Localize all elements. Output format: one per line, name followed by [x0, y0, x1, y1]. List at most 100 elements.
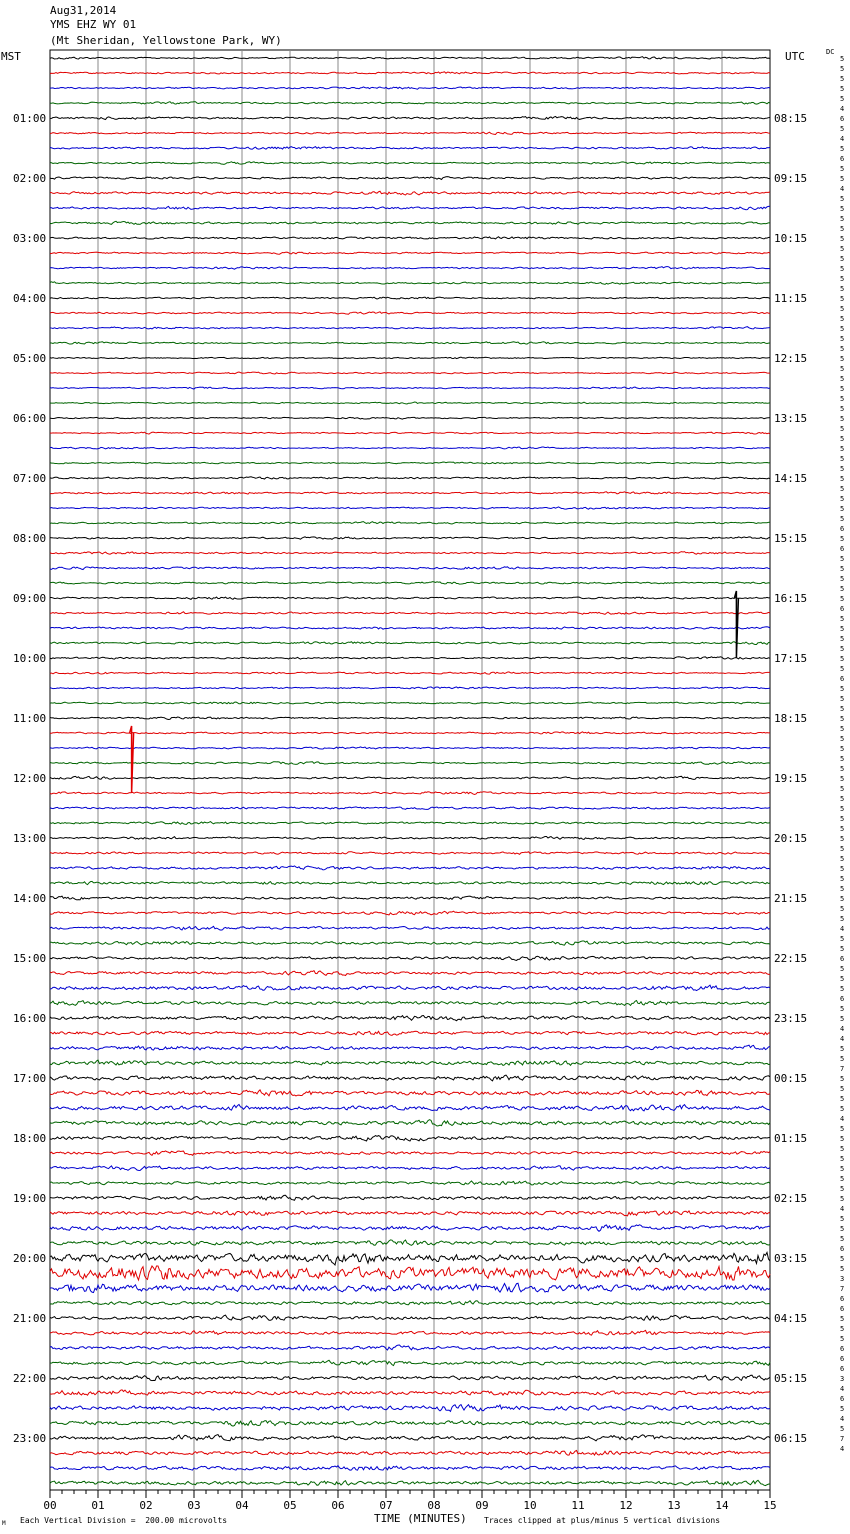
dc-value: 5 [840, 595, 844, 603]
dc-value: 5 [840, 815, 844, 823]
trace-line [49, 1282, 771, 1294]
date-label: Aug31,2014 [50, 4, 117, 17]
trace-line [49, 1119, 771, 1127]
clipping-note: Traces clipped at plus/minus 5 vertical … [484, 1516, 721, 1525]
dc-value: 7 [840, 1435, 844, 1443]
dc-value: 5 [840, 855, 844, 863]
dc-value: 4 [840, 105, 844, 113]
trace-line [49, 910, 771, 916]
utc-hour-label: 12:15 [774, 352, 807, 365]
x-tick-label: 02 [139, 1499, 152, 1512]
dc-value: 6 [840, 525, 844, 533]
trace-line [49, 1074, 771, 1082]
dc-value: 4 [840, 1205, 844, 1213]
trace-line [49, 115, 771, 121]
trace-line [49, 880, 771, 886]
trace-line [49, 686, 771, 690]
dc-value: 5 [840, 335, 844, 343]
trace-line [49, 1165, 771, 1171]
mst-hour-label: 23:00 [13, 1432, 46, 1445]
utc-hour-label: 06:15 [774, 1432, 807, 1445]
dc-value: 5 [840, 385, 844, 393]
trace-line [49, 101, 771, 105]
trace-line [49, 1433, 771, 1442]
dc-value: 5 [840, 665, 844, 673]
trace-line [49, 1403, 771, 1413]
dc-value: 5 [840, 805, 844, 813]
trace-line [49, 1224, 771, 1232]
trace-line [49, 266, 771, 270]
trace-line [49, 1239, 771, 1246]
dc-value: 5 [840, 1015, 844, 1023]
trace-line [49, 476, 771, 480]
dc-value: 5 [840, 215, 844, 223]
utc-hour-label: 08:15 [774, 112, 807, 125]
dc-value: 3 [840, 1275, 844, 1283]
dc-value: 5 [840, 765, 844, 773]
dc-value: 4 [840, 1115, 844, 1123]
x-tick-label: 13 [667, 1499, 680, 1512]
trace-line [49, 131, 771, 135]
trace-line [49, 746, 771, 750]
mst-hour-label: 19:00 [13, 1192, 46, 1205]
dc-value: 4 [840, 1415, 844, 1423]
x-tick-label: 01 [91, 1499, 104, 1512]
trace-line [49, 176, 771, 181]
x-tick-label: 15 [763, 1499, 776, 1512]
x-tick-label: 12 [619, 1499, 632, 1512]
dc-value: 5 [840, 945, 844, 953]
mst-hour-label: 05:00 [13, 352, 46, 365]
trace-line [49, 984, 771, 992]
dc-value: 5 [840, 125, 844, 133]
dc-value: 5 [840, 445, 844, 453]
dc-value: 5 [840, 865, 844, 873]
mst-hour-label: 03:00 [13, 232, 46, 245]
dc-value: 6 [840, 1365, 844, 1373]
mst-hour-label: 07:00 [13, 472, 46, 485]
utc-hour-label: 11:15 [774, 292, 807, 305]
x-tick-label: 10 [523, 1499, 536, 1512]
dc-value: 6 [840, 155, 844, 163]
dc-value: 6 [840, 115, 844, 123]
dc-value: 5 [840, 495, 844, 503]
trace-line [49, 775, 771, 780]
dc-value: 5 [840, 1315, 844, 1323]
trace-line [49, 205, 771, 211]
dc-value: 5 [840, 625, 844, 633]
dc-value: 5 [840, 615, 844, 623]
dc-value: 5 [840, 795, 844, 803]
trace-line [49, 236, 771, 240]
trace-line [49, 371, 770, 375]
utc-hour-label: 22:15 [774, 952, 807, 965]
trace-line [49, 551, 771, 555]
dc-value: 5 [840, 935, 844, 943]
dc-value: 5 [840, 1225, 844, 1233]
trace-line [49, 1194, 771, 1201]
dc-value: 5 [840, 345, 844, 353]
mst-hour-label: 15:00 [13, 952, 46, 965]
dc-value: 5 [840, 165, 844, 173]
dc-value: 5 [840, 705, 844, 713]
dc-value: 4 [840, 135, 844, 143]
trace-line [49, 955, 771, 961]
dc-value: 5 [840, 1185, 844, 1193]
mst-hour-label: 13:00 [13, 832, 46, 845]
utc-hour-label: 20:15 [774, 832, 807, 845]
dc-value: 5 [840, 275, 844, 283]
dc-value: 5 [840, 975, 844, 983]
dc-value: 5 [840, 1155, 844, 1163]
trace-line [49, 1419, 771, 1427]
trace-line [49, 566, 771, 571]
trace-line [49, 656, 771, 660]
trace-line [49, 806, 771, 810]
trace-line [49, 835, 771, 841]
trace-line [49, 731, 771, 735]
x-tick-label: 11 [571, 1499, 584, 1512]
dc-value: 5 [840, 645, 844, 653]
mst-hour-label: 18:00 [13, 1132, 46, 1145]
dc-value: 5 [840, 365, 844, 373]
trace-line [49, 356, 771, 360]
dc-value: 5 [840, 785, 844, 793]
dc-value: 7 [840, 1285, 844, 1293]
trace-line [49, 71, 771, 75]
